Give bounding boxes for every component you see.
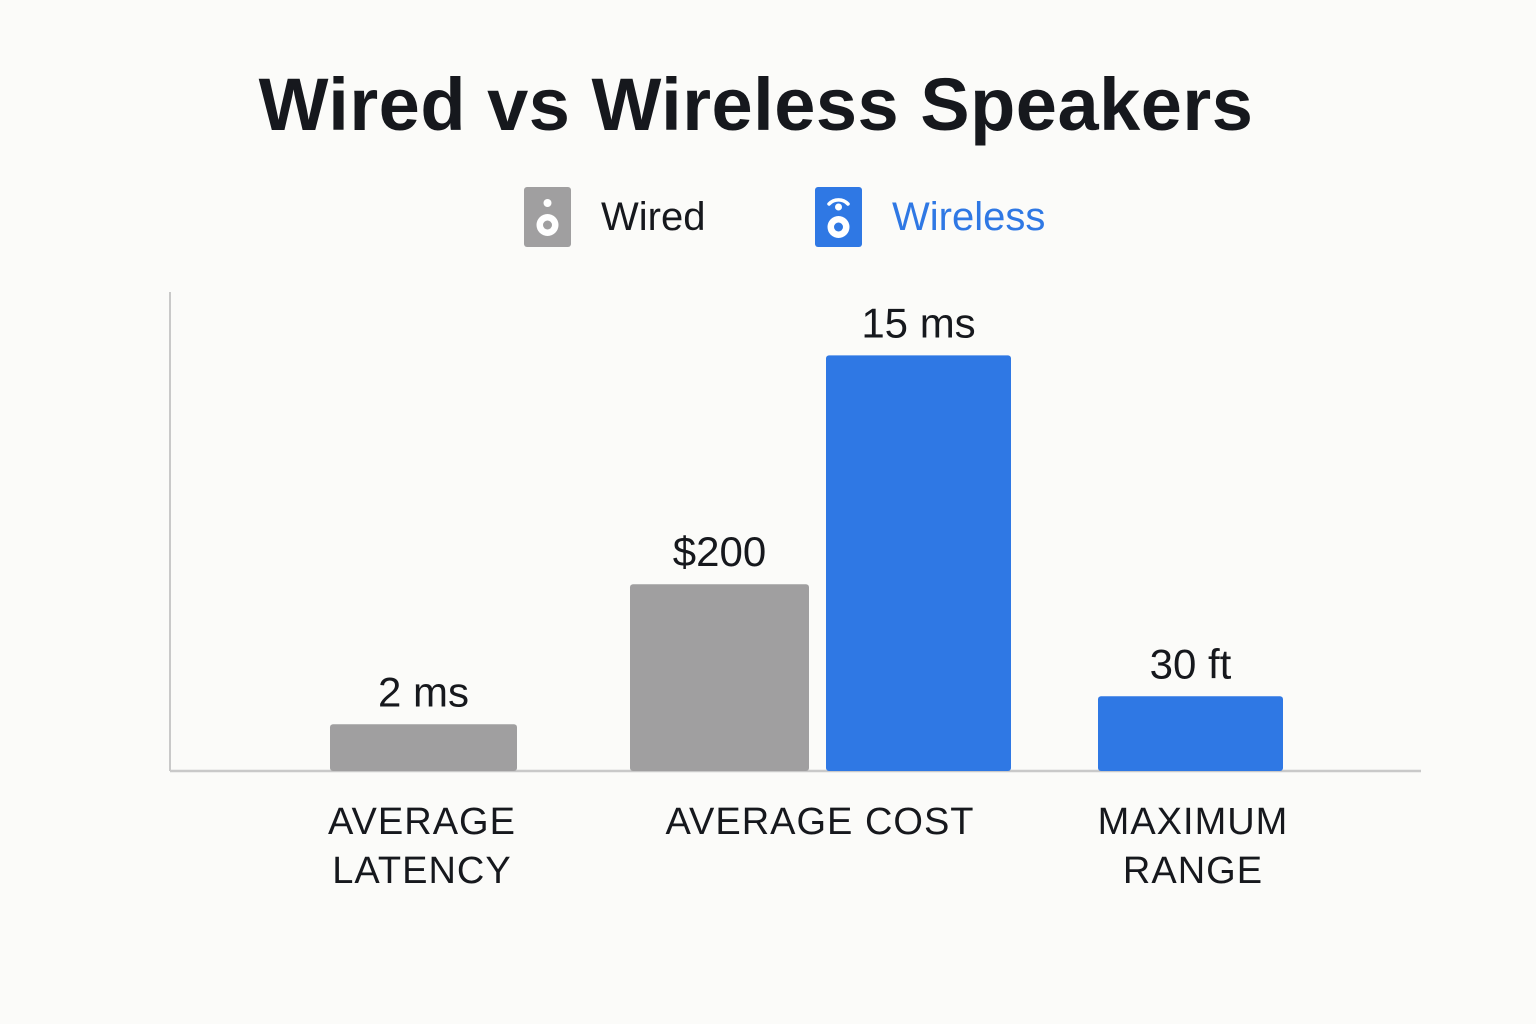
bar-wireless-2 xyxy=(826,355,1011,771)
chart-title: Wired vs Wireless Speakers xyxy=(258,63,1254,146)
data-label-1: $200 xyxy=(673,528,766,575)
legend-label-wired: Wired xyxy=(601,194,706,239)
data-label-2: 15 ms xyxy=(861,299,975,346)
bar-wireless-3 xyxy=(1098,696,1283,771)
category-label-0-line-0: AVERAGE xyxy=(328,801,516,843)
legend-item-wired: Wired xyxy=(524,187,705,247)
category-label-1-line-0: AVERAGE COST xyxy=(665,801,974,843)
data-label-3: 30 ft xyxy=(1150,640,1232,687)
legend-item-wireless: Wireless xyxy=(815,187,1045,247)
category-label-0-line-1: LATENCY xyxy=(332,850,511,892)
speaker-wireless-icon xyxy=(815,187,862,247)
bar-wired-1 xyxy=(630,584,809,771)
category-label-2-line-1: RANGE xyxy=(1123,850,1263,892)
speaker-icon xyxy=(524,187,571,247)
data-label-0: 2 ms xyxy=(378,668,469,715)
legend-label-wireless: Wireless xyxy=(892,194,1046,239)
bar-wired-0 xyxy=(330,724,517,771)
category-label-2-line-0: MAXIMUM xyxy=(1098,801,1289,843)
